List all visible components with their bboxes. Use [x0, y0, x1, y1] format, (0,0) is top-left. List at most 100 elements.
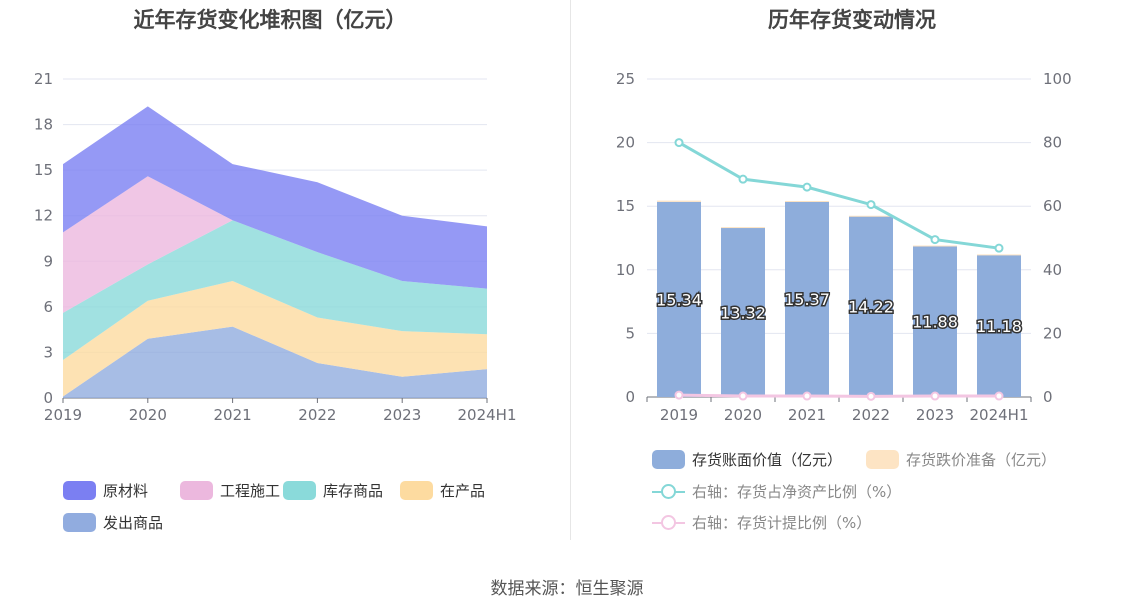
bar-data-label: 11.88: [912, 312, 958, 331]
legend-item-stock-goods[interactable]: 库存商品: [283, 480, 383, 501]
legend-swatch: [283, 481, 316, 500]
legend-item-impairment-reserve[interactable]: 存货跌价准备（亿元）: [866, 449, 1056, 470]
left-y-tick-label: 6: [43, 298, 53, 316]
legend-swatch: [400, 481, 433, 500]
bar-data-label: 15.37: [784, 290, 830, 309]
legend-label: 右轴：存货计提比例（%）: [692, 514, 872, 532]
inventory-net-asset-ratio-point: [994, 243, 1004, 253]
area-raw-materials: [63, 106, 487, 289]
inventory-net-asset-ratio-point: [930, 235, 940, 245]
bar-impairment-reserve: [913, 245, 957, 247]
legend-item-in-production[interactable]: 在产品: [400, 480, 485, 501]
inventory-net-asset-ratio-point: [866, 200, 876, 210]
right-x-tick-label: 2020: [724, 406, 762, 424]
legend-swatch: [63, 513, 96, 532]
right-y2-tick-label: 100: [1043, 70, 1072, 88]
inventory-net-asset-ratio-line: [678, 141, 1000, 250]
area-stock-goods: [63, 220, 487, 361]
right-y2-tick-label: 20: [1043, 324, 1062, 342]
left-y-tick-label: 12: [34, 207, 53, 225]
legend-swatch: [180, 481, 213, 500]
bar-data-label: 15.34: [656, 290, 702, 309]
legend-swatch: [652, 450, 685, 469]
provision-ratio-point: [866, 391, 876, 401]
bar-book-value: [657, 201, 701, 397]
area-in-production: [63, 281, 487, 397]
right-y-tick-label: 15: [616, 197, 635, 215]
left-y-tick-label: 15: [34, 161, 53, 179]
legend-item-book-value[interactable]: 存货账面价值（亿元）: [652, 449, 842, 470]
left-chart-title: 近年存货变化堆积图（亿元）: [133, 8, 407, 32]
data-source: 数据来源：恒生聚源: [490, 579, 644, 599]
legend-swatch: [866, 450, 899, 469]
legend-label: 在产品: [440, 482, 486, 500]
right-chart-title: 历年存货变动情况: [768, 8, 936, 32]
right-y2-tick-label: 60: [1043, 197, 1062, 215]
legend-item-raw-materials[interactable]: 原材料: [63, 480, 148, 501]
legend-swatch: [652, 513, 685, 532]
bar-impairment-reserve: [849, 215, 893, 217]
legend-item-provision-ratio[interactable]: 右轴：存货计提比例（%）: [652, 512, 871, 533]
right-y-tick-label: 5: [625, 324, 635, 342]
left-x-tick-label: 2020: [129, 406, 167, 424]
bar-data-label: 14.22: [848, 298, 894, 317]
legend-label: 工程施工: [220, 482, 281, 500]
bar-impairment-reserve: [977, 254, 1021, 256]
left-y-tick-label: 9: [43, 252, 53, 270]
bar-impairment-reserve: [657, 200, 701, 202]
legend-label: 原材料: [103, 482, 149, 500]
bar-impairment-reserve: [785, 200, 829, 202]
area-construction: [63, 176, 487, 313]
left-x-tick-label: 2021: [214, 406, 252, 424]
left-y-tick-label: 0: [43, 389, 53, 407]
right-x-tick-label: 2021: [788, 406, 826, 424]
legend-label: 库存商品: [323, 482, 384, 500]
provision-ratio-point: [930, 391, 940, 401]
bar-book-value: [913, 245, 957, 397]
bar-book-value: [785, 201, 829, 397]
inventory-net-asset-ratio-point: [802, 182, 812, 192]
legend-swatch: [63, 481, 96, 500]
bar-book-value: [849, 216, 893, 397]
legend-swatch: [652, 482, 685, 501]
left-y-tick-label: 3: [43, 343, 53, 361]
provision-ratio-point: [994, 391, 1004, 401]
inventory-net-asset-ratio-point: [674, 138, 684, 148]
legend-item-construction[interactable]: 工程施工: [180, 480, 280, 501]
right-y2-tick-label: 80: [1043, 134, 1062, 152]
inventory-net-asset-ratio-point: [738, 174, 748, 184]
bar-book-value: [977, 254, 1021, 397]
left-y-tick-label: 21: [34, 70, 53, 88]
legend-label: 右轴：存货占净资产比例（%）: [692, 483, 902, 501]
left-x-tick-label: 2022: [298, 406, 336, 424]
bar-data-label: 11.18: [976, 317, 1022, 336]
right-x-tick-label: 2019: [660, 406, 698, 424]
area-shipped-goods: [63, 326, 487, 398]
legend-label: 发出商品: [103, 514, 164, 532]
panel-divider: [570, 0, 571, 540]
legend-label: 存货账面价值（亿元）: [692, 451, 843, 469]
right-x-tick-label: 2024H1: [970, 406, 1029, 424]
right-y-tick-label: 25: [616, 70, 635, 88]
bar-book-value: [721, 227, 765, 397]
left-x-tick-label: 2024H1: [458, 406, 517, 424]
legend-label: 存货跌价准备（亿元）: [906, 451, 1057, 469]
legend-item-net-asset-ratio[interactable]: 右轴：存货占净资产比例（%）: [652, 481, 901, 502]
provision-ratio-line: [678, 393, 999, 398]
provision-ratio-point: [674, 390, 684, 400]
provision-ratio-point: [738, 391, 748, 401]
right-y-tick-label: 0: [625, 388, 635, 406]
left-y-tick-label: 18: [34, 116, 53, 134]
right-y2-tick-label: 0: [1043, 388, 1053, 406]
left-x-tick-label: 2019: [44, 406, 82, 424]
bar-data-label: 13.32: [720, 303, 766, 322]
right-y-tick-label: 10: [616, 261, 635, 279]
provision-ratio-point: [802, 391, 812, 401]
legend-item-shipped-goods[interactable]: 发出商品: [63, 512, 163, 533]
right-x-tick-label: 2023: [916, 406, 954, 424]
right-y2-tick-label: 40: [1043, 261, 1062, 279]
right-y-tick-label: 20: [616, 134, 635, 152]
right-x-tick-label: 2022: [852, 406, 890, 424]
bar-impairment-reserve: [721, 227, 765, 229]
